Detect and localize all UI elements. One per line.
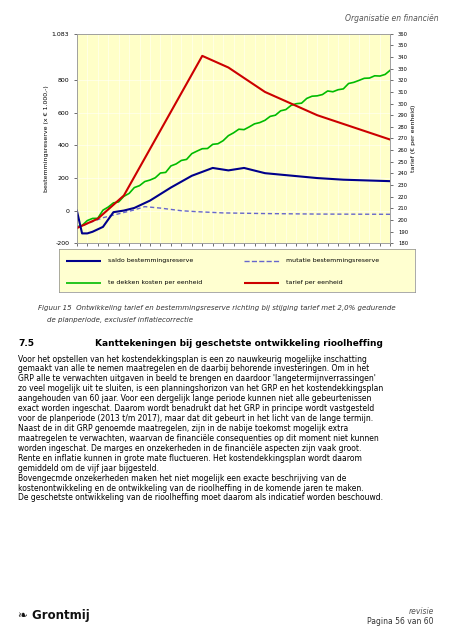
Text: zo veel mogelijk uit te sluiten, is een planningshorizon van het GRP en het kost: zo veel mogelijk uit te sluiten, is een …: [18, 384, 382, 394]
Text: De geschetste ontwikkeling van de rioolheffing moet daarom als indicatief worden: De geschetste ontwikkeling van de rioolh…: [18, 493, 382, 502]
Text: gemaakt van alle te nemen maatregelen en de daarbij behorende investeringen. Om : gemaakt van alle te nemen maatregelen en…: [18, 365, 368, 374]
Text: GRP alle te verwachten uitgaven in beeld te brengen en daardoor 'langetermijnver: GRP alle te verwachten uitgaven in beeld…: [18, 374, 375, 383]
Text: saldo bestemmingsreserve: saldo bestemmingsreserve: [108, 259, 193, 263]
Text: Figuur 15  Ontwikkeling tarief en bestemmingsreserve richting bij stijging tarie: Figuur 15 Ontwikkeling tarief en bestemm…: [38, 305, 395, 312]
Text: kostenontwikkeling en de ontwikkeling van de rioolheffing in de komende jaren te: kostenontwikkeling en de ontwikkeling va…: [18, 484, 363, 493]
Y-axis label: tarief (€ per eenheid): tarief (€ per eenheid): [410, 105, 415, 172]
Text: Kanttekeningen bij geschetste ontwikkeling rioolheffing: Kanttekeningen bij geschetste ontwikkeli…: [95, 339, 382, 348]
Text: revisie: revisie: [408, 607, 433, 616]
Text: mutatie bestemmingsreserve: mutatie bestemmingsreserve: [286, 259, 379, 263]
Text: exact worden ingeschat. Daarom wordt benadrukt dat het GRP in principe wordt vas: exact worden ingeschat. Daarom wordt ben…: [18, 404, 373, 413]
Text: worden ingeschat. De marges en onzekerheden in de financiële aspecten zijn vaak : worden ingeschat. De marges en onzekerhe…: [18, 444, 361, 453]
Text: tarief per eenheid: tarief per eenheid: [286, 280, 342, 285]
Y-axis label: bestemmingsreserve (x € 1.000,-): bestemmingsreserve (x € 1.000,-): [44, 85, 49, 192]
Text: maatregelen te verwachten, waarvan de financiële consequenties op dit moment nie: maatregelen te verwachten, waarvan de fi…: [18, 434, 378, 443]
Text: voor de planperiode (2013 t/m 2017), maar dat dit gebeurt in het licht van de la: voor de planperiode (2013 t/m 2017), maa…: [18, 414, 373, 423]
Text: te dekken kosten per eenheid: te dekken kosten per eenheid: [108, 280, 202, 285]
Text: ❧ Grontmij: ❧ Grontmij: [18, 609, 90, 622]
Text: Rente en inflatie kunnen in grote mate fluctueren. Het kostendekkingsplan wordt : Rente en inflatie kunnen in grote mate f…: [18, 454, 361, 463]
Text: Voor het opstellen van het kostendekkingsplan is een zo nauwkeurig mogelijke ins: Voor het opstellen van het kostendekking…: [18, 355, 366, 364]
Text: Organisatie en financiën: Organisatie en financiën: [344, 14, 437, 23]
Text: aangehouden van 60 jaar. Voor een dergelijk lange periode kunnen niet alle gebeu: aangehouden van 60 jaar. Voor een dergel…: [18, 394, 371, 403]
Text: Bovengecmde onzekerheden maken het niet mogelijk een exacte beschrijving van de: Bovengecmde onzekerheden maken het niet …: [18, 474, 345, 483]
Text: Pagina 56 van 60: Pagina 56 van 60: [367, 617, 433, 626]
Text: gemiddeld om de vijf jaar bijgesteld.: gemiddeld om de vijf jaar bijgesteld.: [18, 463, 159, 473]
Text: 7.5: 7.5: [18, 339, 34, 348]
Text: Naast de in dit GRP genoemde maatregelen, zijn in de nabije toekomst mogelijk ex: Naast de in dit GRP genoemde maatregelen…: [18, 424, 348, 433]
Text: de planperiode, exclusief inflatiecorrectie: de planperiode, exclusief inflatiecorrec…: [47, 317, 193, 323]
